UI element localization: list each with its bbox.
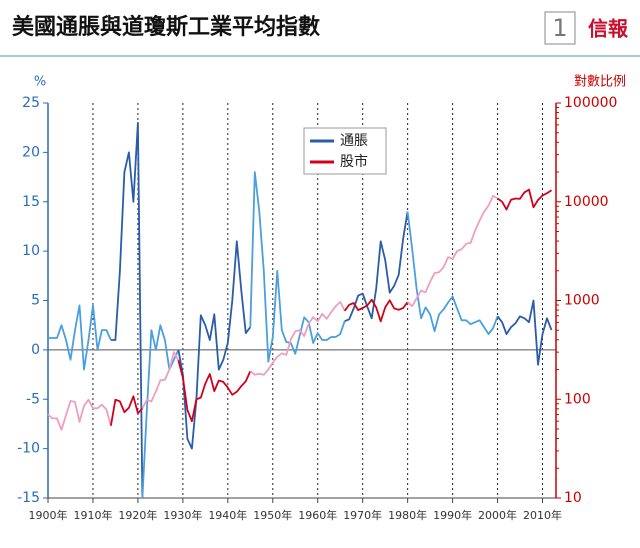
y-tick-label: -5: [26, 391, 40, 407]
badge-box: [544, 11, 576, 45]
y-tick-label: 20: [22, 144, 40, 160]
x-tick-label: 2000年: [478, 508, 517, 522]
x-tick-label: 1970年: [343, 508, 382, 522]
source-logo: 信報: [588, 17, 629, 41]
y-tick-label: 10: [22, 243, 40, 259]
series-line: [110, 395, 144, 426]
y2-tick-label: 100000: [564, 95, 617, 111]
y2-tick-label: 10000: [564, 194, 609, 210]
y-tick-label: 25: [22, 95, 40, 111]
plot-area: [48, 103, 556, 498]
y2-tick-label: 100: [564, 391, 591, 407]
y-tick-label: 0: [31, 342, 40, 358]
x-tick-label: 2010年: [523, 508, 562, 522]
y2-tick-label: 10: [564, 490, 582, 506]
x-tick-label: 1990年: [433, 508, 472, 522]
series-line: [177, 360, 252, 423]
legend-label: 通脹: [340, 133, 368, 149]
series-line: [497, 188, 552, 211]
y2-tick-label: 1000: [564, 293, 600, 309]
y-tick-label: -15: [17, 490, 40, 506]
y-tick-label: -10: [17, 441, 40, 457]
legend-label: 股市: [340, 153, 368, 170]
x-tick-label: 1950年: [253, 508, 292, 522]
series-line: [249, 171, 346, 363]
x-tick-label: 1960年: [298, 508, 337, 522]
x-tick-label: 1900年: [29, 508, 68, 522]
series-line: [406, 211, 499, 335]
x-tick-label: 1910年: [73, 508, 112, 522]
chart-title: 美國通脹與道瓊斯工業平均指數: [12, 14, 320, 40]
series-line: [48, 304, 112, 371]
y-tick-label: 5: [31, 293, 40, 309]
series-line: [110, 121, 144, 499]
series-line: [141, 324, 180, 499]
x-tick-label: 1980年: [388, 508, 427, 522]
x-tick-label: 1920年: [118, 508, 157, 522]
series-line: [496, 299, 553, 366]
badge: 1: [552, 14, 567, 42]
y2-axis-label: 對數比例: [574, 75, 626, 90]
series-line: [406, 194, 499, 308]
series-line: [249, 301, 346, 376]
series-line: [177, 240, 252, 450]
series-line: [343, 298, 409, 323]
y-tick-label: 15: [22, 194, 40, 210]
x-tick-label: 1930年: [163, 508, 202, 522]
x-tick-label: 1940年: [208, 508, 247, 522]
series-line: [47, 398, 112, 431]
series-line: [141, 351, 180, 409]
legend-box: [303, 127, 387, 175]
y-axis-label: %: [34, 75, 46, 90]
